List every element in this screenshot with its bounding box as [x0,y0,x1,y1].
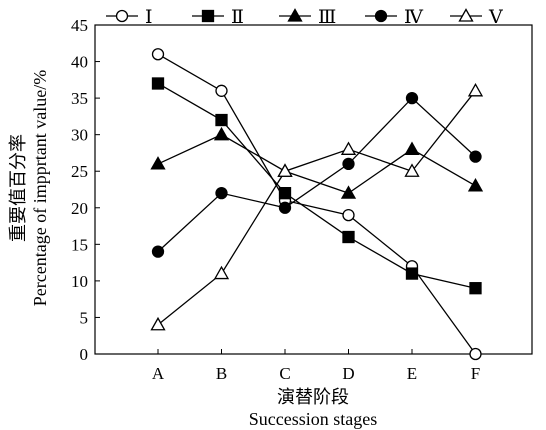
data-point [342,208,355,222]
data-point [469,282,482,295]
legend-label: Ⅳ [404,7,424,28]
data-point [151,48,165,61]
y-ticks: 0 5 10 15 20 25 30 35 40 45 [71,16,100,364]
legend-marker [458,8,474,22]
data-point [150,156,166,170]
plot-frame [94,24,533,355]
legend-item-3: Ⅲ [279,7,336,28]
series-line [157,133,476,194]
data-point [213,126,230,141]
y-axis-label-en: Percentage of impprtant value/% [30,70,50,306]
axes [94,24,533,355]
y-tick-label: 10 [71,272,88,291]
legend-label: Ⅱ [231,7,244,28]
data-point [469,347,482,361]
legend: Ⅰ Ⅱ Ⅲ Ⅳ Ⅴ [106,7,503,28]
legend-label: Ⅰ [145,7,153,28]
data-point [405,91,419,105]
data-point [278,187,292,200]
series-line [157,97,476,253]
x-ticks: A B C D E F [152,349,480,383]
y-tick-label: 45 [71,16,88,35]
y-tick-label: 15 [71,235,88,254]
y-tick-label: 20 [71,199,88,218]
series-line [157,53,477,355]
data-point [469,150,482,163]
data-point [278,201,292,214]
x-tick-label: F [471,364,480,383]
data-point [342,230,355,244]
x-tick-label: E [407,364,417,383]
y-tick-label: 25 [71,162,88,181]
data-point [405,267,419,280]
series-5 [150,82,484,331]
x-tick-label: D [342,364,354,383]
series-lines [150,48,484,361]
data-point [467,178,484,192]
data-point [340,141,357,155]
x-axis-label-en: Succession stages [249,409,377,429]
legend-item-4: Ⅳ [365,7,424,28]
data-point [215,187,228,200]
legend-label: Ⅲ [318,7,336,28]
y-tick-label: 40 [71,53,88,72]
series-line [157,82,476,289]
y-tick-label: 5 [80,308,89,327]
data-point [215,113,228,127]
legend-item-5: Ⅴ [450,7,503,28]
data-point [340,185,357,199]
series-3 [150,126,484,199]
data-point [215,84,228,97]
x-tick-label: C [279,364,290,383]
series-4 [151,91,482,258]
x-tick-label: B [216,364,227,383]
series-line [157,90,477,326]
legend-item-2: Ⅱ [192,7,244,28]
legend-item-1: Ⅰ [106,7,153,28]
data-point [213,265,230,280]
data-point [277,163,293,177]
legend-marker [374,9,388,23]
data-point [151,77,165,90]
legend-marker [201,9,215,23]
legend-marker [115,9,129,23]
data-point [467,82,484,97]
series-2 [151,77,482,295]
data-point [404,141,420,155]
data-point [151,245,165,258]
y-tick-label: 30 [71,126,88,145]
x-axis-label-cn: 演替阶段 [277,387,349,407]
legend-marker [287,8,303,22]
data-point [342,157,355,171]
y-tick-label: 35 [71,89,88,108]
series-1 [151,48,482,361]
y-axis-label-cn: 重要值百分率 [8,134,28,242]
data-point [150,316,166,331]
legend-label: Ⅴ [488,7,503,28]
x-tick-label: A [152,364,165,383]
y-tick-label: 0 [80,345,89,364]
data-point [404,163,420,177]
